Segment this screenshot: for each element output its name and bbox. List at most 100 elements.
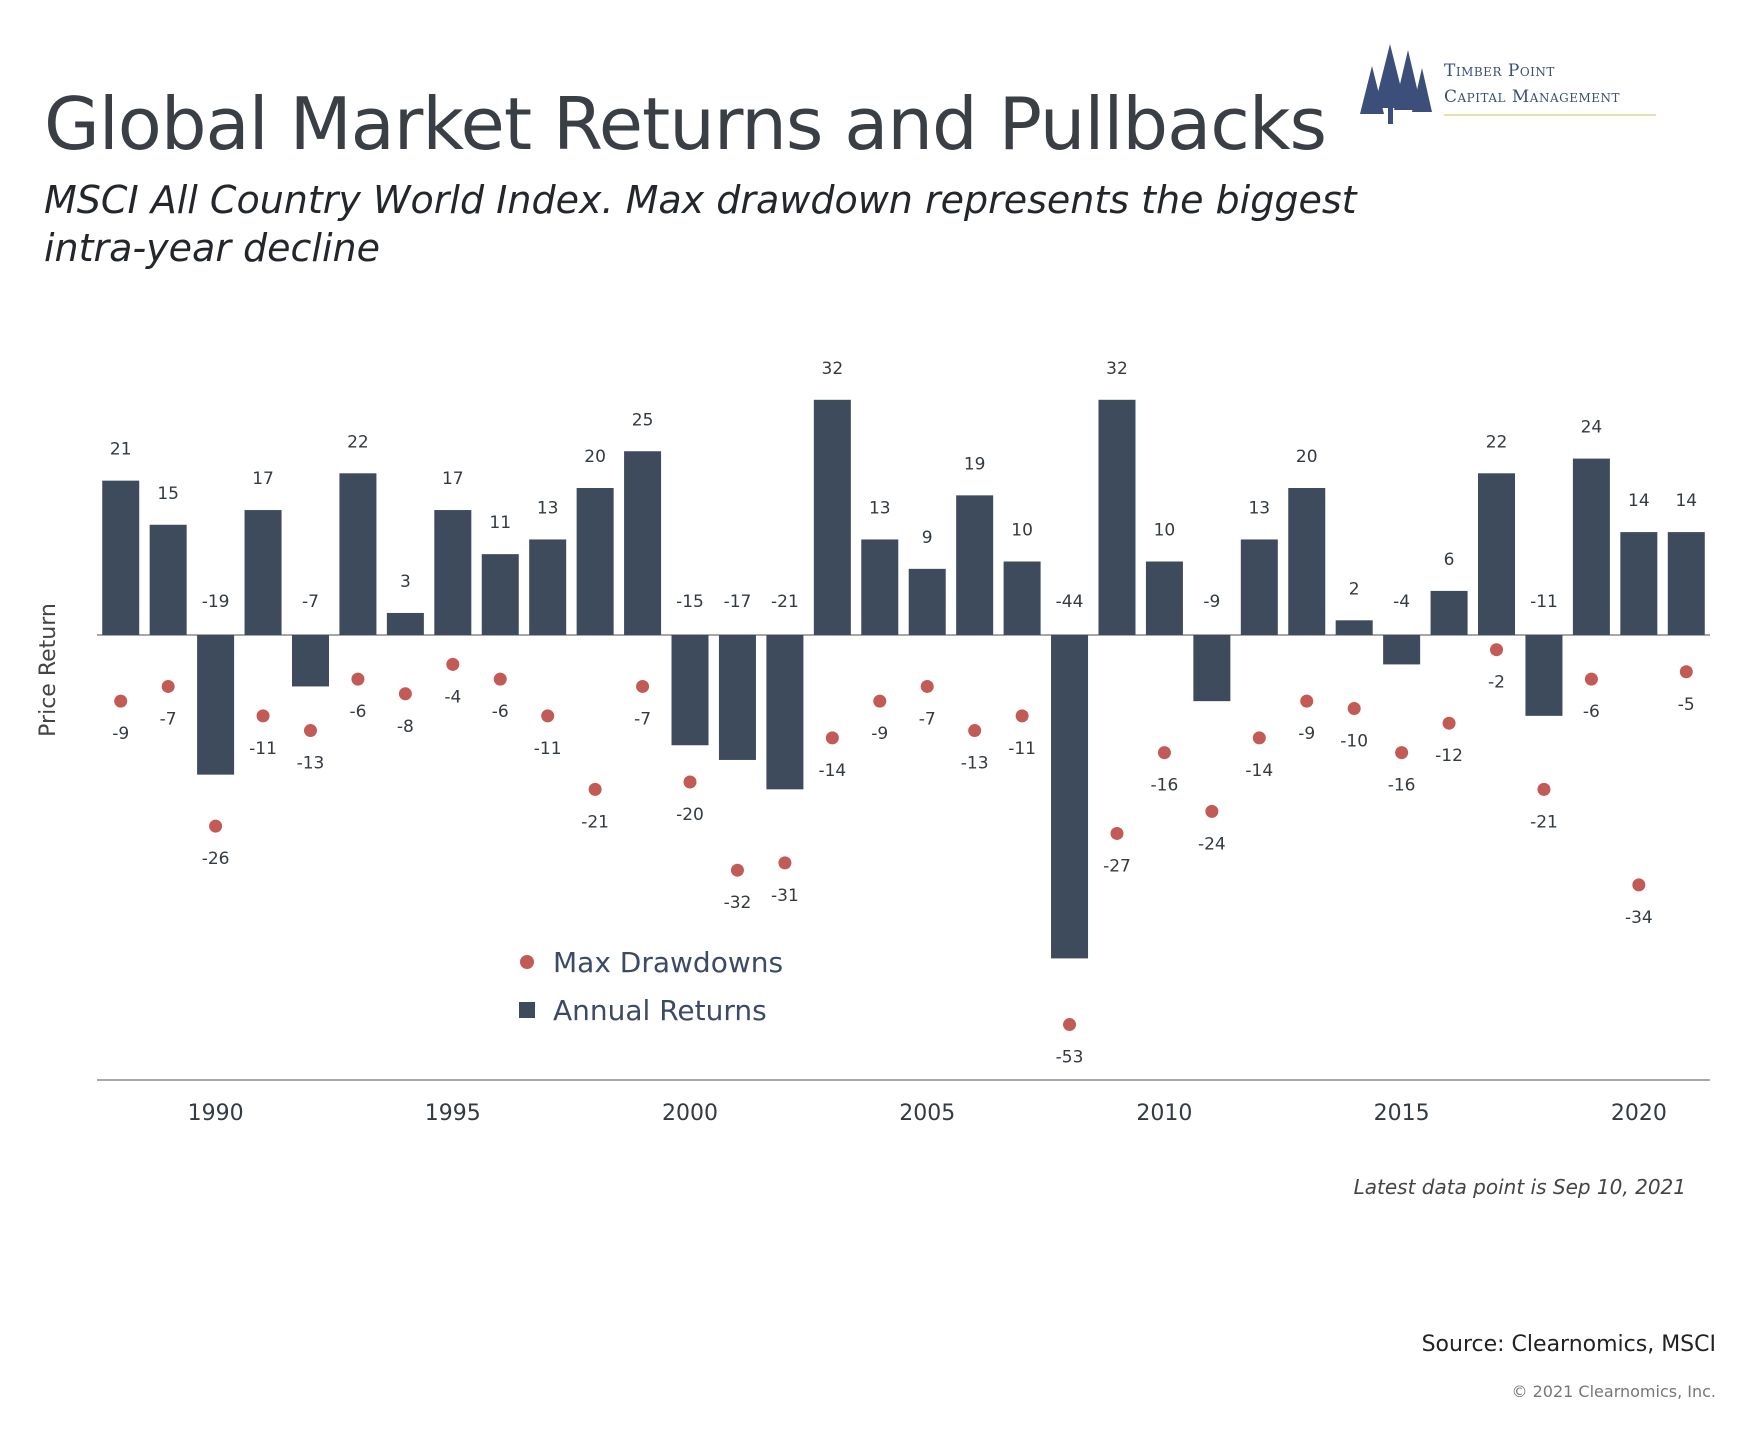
drawdown-value-label: -31	[771, 886, 799, 906]
drawdown-value-label: -6	[492, 702, 509, 722]
drawdown-value-label: -21	[581, 812, 609, 832]
drawdown-dot	[1632, 878, 1646, 892]
drawdown-value-label: -53	[1056, 1048, 1084, 1068]
drawdown-dot	[1063, 1018, 1077, 1032]
company-logo: Timber Point Capital Management	[1352, 36, 1682, 126]
drawdown-dot	[1584, 672, 1598, 686]
bar-annual-return	[1240, 539, 1278, 635]
drawdown-dot	[636, 679, 650, 693]
chart-title: Global Market Returns and Pullbacks	[44, 82, 1327, 166]
bar-value-label: 32	[822, 359, 844, 379]
bar-value-label: 25	[632, 410, 654, 430]
bar-value-label: -19	[202, 592, 230, 612]
drawdown-value-label: -6	[1583, 702, 1600, 722]
drawdown-value-label: -27	[1103, 856, 1131, 876]
drawdown-value-label: -26	[202, 849, 230, 869]
drawdown-dot	[1347, 702, 1361, 715]
drawdown-dot	[1490, 643, 1504, 657]
legend-bar-marker	[519, 1002, 535, 1018]
drawdown-value-label: -21	[1530, 812, 1558, 832]
bar-annual-return	[1098, 399, 1136, 635]
y-axis-label: Price Return	[36, 603, 61, 737]
drawdown-dot	[493, 672, 507, 686]
bar-value-label: 14	[1675, 491, 1697, 511]
x-tick-label: 1995	[425, 1101, 481, 1126]
x-tick-label: 2020	[1611, 1101, 1667, 1126]
x-tick-label: 2015	[1374, 1101, 1430, 1126]
legend-label-drawdowns: Max Drawdowns	[553, 946, 783, 979]
bar-annual-return	[197, 635, 235, 775]
bar-annual-return	[386, 612, 424, 635]
drawdown-value-label: -16	[1151, 776, 1179, 796]
drawdown-value-label: -7	[634, 709, 651, 729]
chart-subtitle: MSCI All Country World Index. Max drawdo…	[44, 178, 1357, 270]
logo-text: Timber Point Capital Management	[1444, 58, 1620, 110]
drawdown-value-label: -9	[112, 724, 129, 744]
bar-annual-return	[861, 539, 899, 635]
drawdown-dot	[209, 819, 223, 833]
drawdown-value-label: -20	[676, 805, 704, 825]
bar-value-label: 10	[1154, 521, 1176, 541]
bar-value-label: 11	[489, 513, 511, 533]
drawdown-dot	[683, 775, 697, 789]
drawdown-dot	[398, 687, 412, 701]
legend-dot-marker	[520, 955, 534, 969]
bar-annual-return	[1383, 635, 1421, 665]
logo-divider	[1444, 114, 1656, 116]
drawdown-value-label: -24	[1198, 834, 1226, 854]
bar-value-label: 22	[1486, 432, 1508, 452]
bar-annual-return	[1003, 561, 1041, 635]
drawdown-value-label: -32	[724, 893, 752, 913]
bar-annual-return	[908, 568, 946, 635]
bar-value-label: -17	[724, 592, 752, 612]
drawdown-value-label: -11	[534, 739, 562, 759]
bar-value-label: 13	[869, 498, 891, 518]
drawdown-dot	[1300, 694, 1314, 708]
bar-value-label: 21	[110, 440, 132, 460]
bar-annual-return	[576, 488, 614, 635]
bar-annual-return	[529, 539, 567, 635]
drawdown-dot	[920, 679, 934, 693]
pine-trees-icon	[1360, 44, 1432, 124]
drawdown-dot	[446, 657, 460, 671]
drawdown-value-label: -16	[1388, 776, 1416, 796]
bar-annual-return	[244, 510, 282, 635]
logo-line-1: Timber Point	[1444, 61, 1555, 81]
bar-annual-return	[1430, 590, 1468, 635]
returns-chart: Price Return2115-1917-72231711132025-15-…	[36, 359, 1710, 1126]
drawdown-value-label: -9	[871, 724, 888, 744]
bar-value-label: 6	[1444, 550, 1455, 570]
x-tick-label: 2010	[1136, 1101, 1192, 1126]
bar-annual-return	[718, 635, 756, 760]
drawdown-value-label: -14	[1245, 761, 1273, 781]
bar-annual-return	[291, 635, 329, 687]
bar-value-label: 20	[584, 447, 606, 467]
data-date-note: Latest data point is Sep 10, 2021	[1353, 1175, 1686, 1199]
bar-annual-return	[956, 495, 994, 635]
drawdown-value-label: -6	[349, 702, 366, 722]
bar-annual-return	[1478, 473, 1516, 635]
drawdown-value-label: -14	[818, 761, 846, 781]
drawdown-value-label: -8	[397, 717, 414, 737]
logo-line-2: Capital Management	[1444, 87, 1621, 107]
bar-value-label: -15	[676, 592, 704, 612]
bar-value-label: 14	[1628, 491, 1650, 511]
bar-annual-return	[1145, 561, 1183, 635]
source-credit: Source: Clearnomics, MSCI	[1421, 1332, 1716, 1357]
drawdown-value-label: -13	[961, 754, 989, 774]
bar-annual-return	[1193, 635, 1231, 702]
copyright: © 2021 Clearnomics, Inc.	[1511, 1382, 1716, 1401]
bar-value-label: 9	[922, 528, 933, 548]
drawdown-value-label: -2	[1488, 673, 1505, 693]
drawdown-value-label: -11	[249, 739, 277, 759]
drawdown-dot	[825, 731, 839, 745]
drawdown-dot	[256, 709, 270, 723]
bar-value-label: -44	[1056, 592, 1084, 612]
bar-value-label: 17	[252, 469, 274, 489]
bar-value-label: -21	[771, 592, 799, 612]
drawdown-dot	[114, 694, 128, 708]
bar-annual-return	[149, 524, 187, 635]
bar-annual-return	[1572, 458, 1610, 635]
bar-value-label: 13	[537, 498, 559, 518]
bar-value-label: 10	[1011, 521, 1033, 541]
